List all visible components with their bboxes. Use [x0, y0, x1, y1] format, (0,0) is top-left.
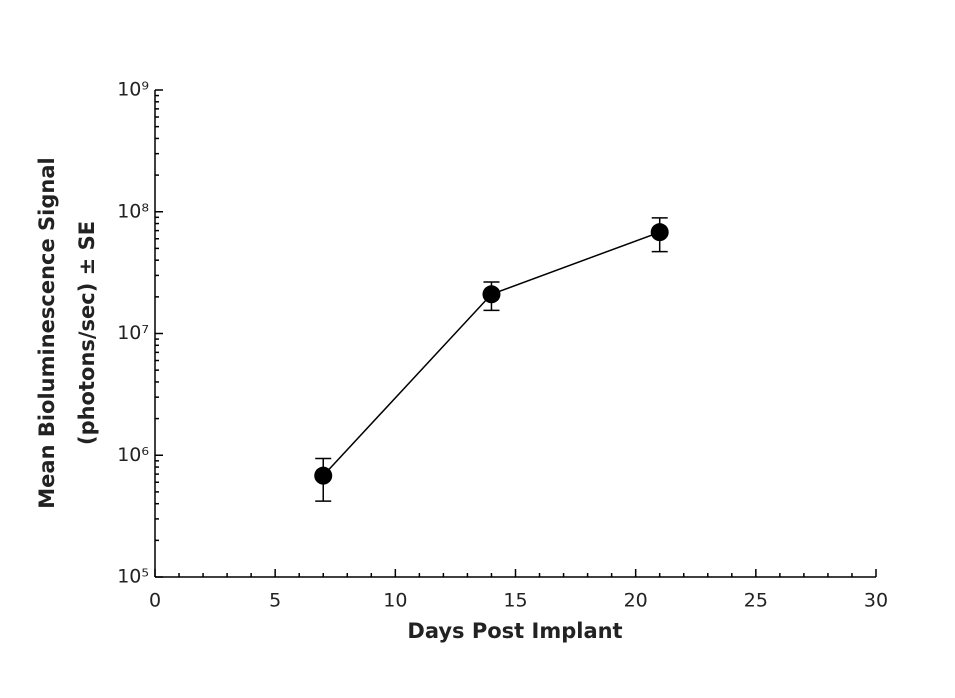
y-tick-label: 10⁵	[117, 566, 149, 588]
x-tick-label: 30	[864, 590, 888, 612]
series-line	[322, 231, 660, 477]
marker	[314, 466, 333, 485]
x-tick-label: 0	[149, 590, 161, 612]
y-tick-label: 10⁹	[117, 79, 149, 101]
x-tick-label: 15	[503, 590, 527, 612]
y-tick-label: 10⁸	[117, 200, 149, 222]
x-tick-label: 10	[383, 590, 407, 612]
marker	[650, 223, 669, 242]
x-tick-label: 20	[624, 590, 648, 612]
x-axis-label: Days Post Implant	[407, 619, 622, 643]
marker	[482, 285, 501, 304]
y-axis-label: Mean Bioluminescence Signal	[35, 157, 59, 508]
x-tick-label: 5	[269, 590, 281, 612]
x-tick-label: 25	[744, 590, 768, 612]
y-tick-label: 10⁶	[117, 444, 149, 466]
y-axis-label: (photons/sec) ± SE	[75, 221, 99, 445]
y-tick-label: 10⁷	[117, 322, 149, 344]
